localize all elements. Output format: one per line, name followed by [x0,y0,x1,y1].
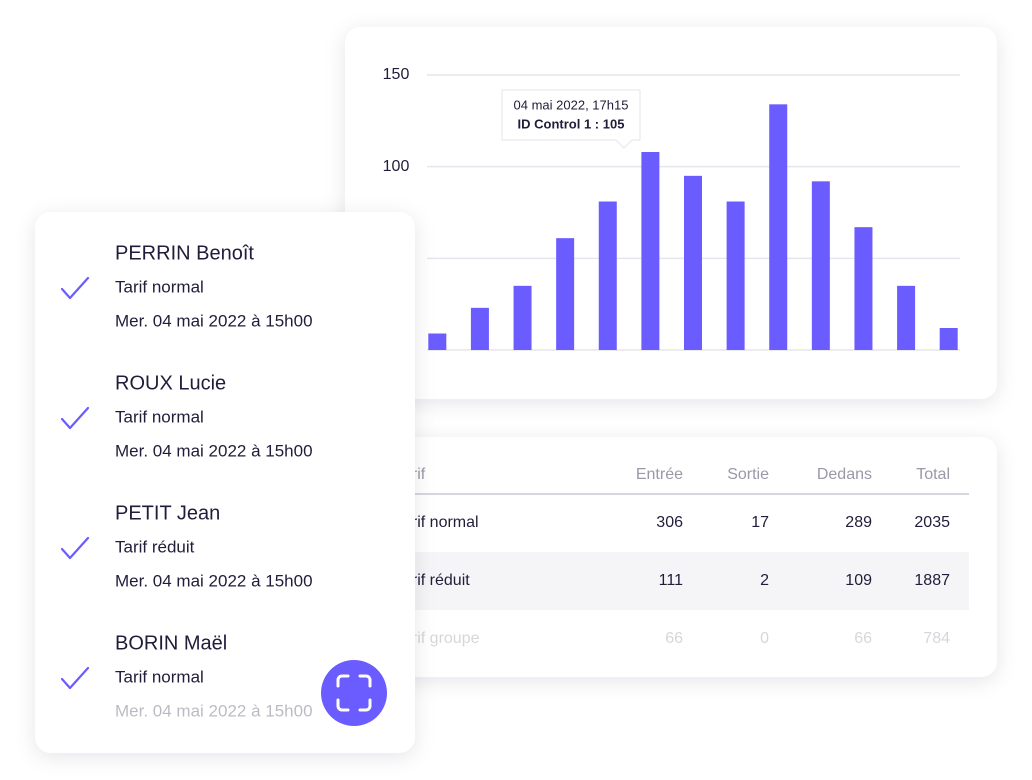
table-cell: 111 [659,572,683,589]
bar [726,201,745,350]
tooltip-line: ID Control 1 : 105 [518,116,625,131]
table-cell: Tarif normal [395,514,479,531]
scan-button[interactable] [321,660,387,726]
tooltip-line: 04 mai 2022, 17h15 [514,97,629,112]
check-icon [60,406,90,430]
check-icon [60,536,90,560]
column-header: Entrée [636,466,683,483]
column-header: Total [916,466,950,483]
date: Mer. 04 mai 2022 à 15h00 [115,311,313,330]
table-cell: 1887 [914,572,950,589]
table-cell: 2035 [914,514,950,531]
date: Mer. 04 mai 2022 à 15h00 [115,571,313,590]
table-cell: 17 [751,514,769,531]
tooltip-box [501,89,641,149]
y-tick-label: 150 [383,66,410,83]
bar [854,227,873,350]
bar [598,201,617,350]
table-cell: 0 [760,630,769,647]
person-name: PERRIN Benoît [115,242,254,264]
table-cell: 109 [845,572,872,589]
bar [897,285,916,350]
bar [811,181,830,350]
table-cell: Tarif groupe [395,630,480,647]
table-cell: 2 [760,572,769,589]
column-header: Dedans [817,466,872,483]
bar [513,285,532,350]
table-cell: 306 [656,514,683,531]
column-header: Sortie [727,466,769,483]
person-name: PETIT Jean [115,502,220,524]
date: Mer. 04 mai 2022 à 15h00 [115,441,313,460]
scan-icon[interactable] [336,674,372,712]
bar [684,175,702,350]
table-cell: 66 [665,630,683,647]
table-cell: 289 [845,514,872,531]
tarif: Tarif normal [115,277,204,296]
bar [556,238,575,350]
person-name: BORIN Maël [115,632,227,654]
tarif: Tarif réduit [115,537,195,556]
check-icon [60,276,90,300]
bar [428,333,447,350]
bar [939,328,958,350]
table-cell: 784 [923,630,950,647]
tarif: Tarif normal [115,667,204,686]
bar [470,307,489,350]
bar [641,152,660,350]
row-highlight [380,552,969,610]
check-icon [60,666,90,690]
list-card [35,212,415,753]
list: PERRIN Benoît Tarif normal Mer. 04 mai 202… [60,242,313,720]
table-cell: 66 [854,630,872,647]
tarif: Tarif normal [115,407,204,426]
bar [769,104,788,350]
scan-button-bg[interactable] [321,660,387,726]
y-tick-label: 100 [383,158,410,175]
date: Mer. 04 mai 2022 à 15h00 [115,701,313,720]
person-name: ROUX Lucie [115,372,226,394]
chart: 100 150 04 mai 2022, 17h15 ID Control 1 : 1… [383,66,960,351]
